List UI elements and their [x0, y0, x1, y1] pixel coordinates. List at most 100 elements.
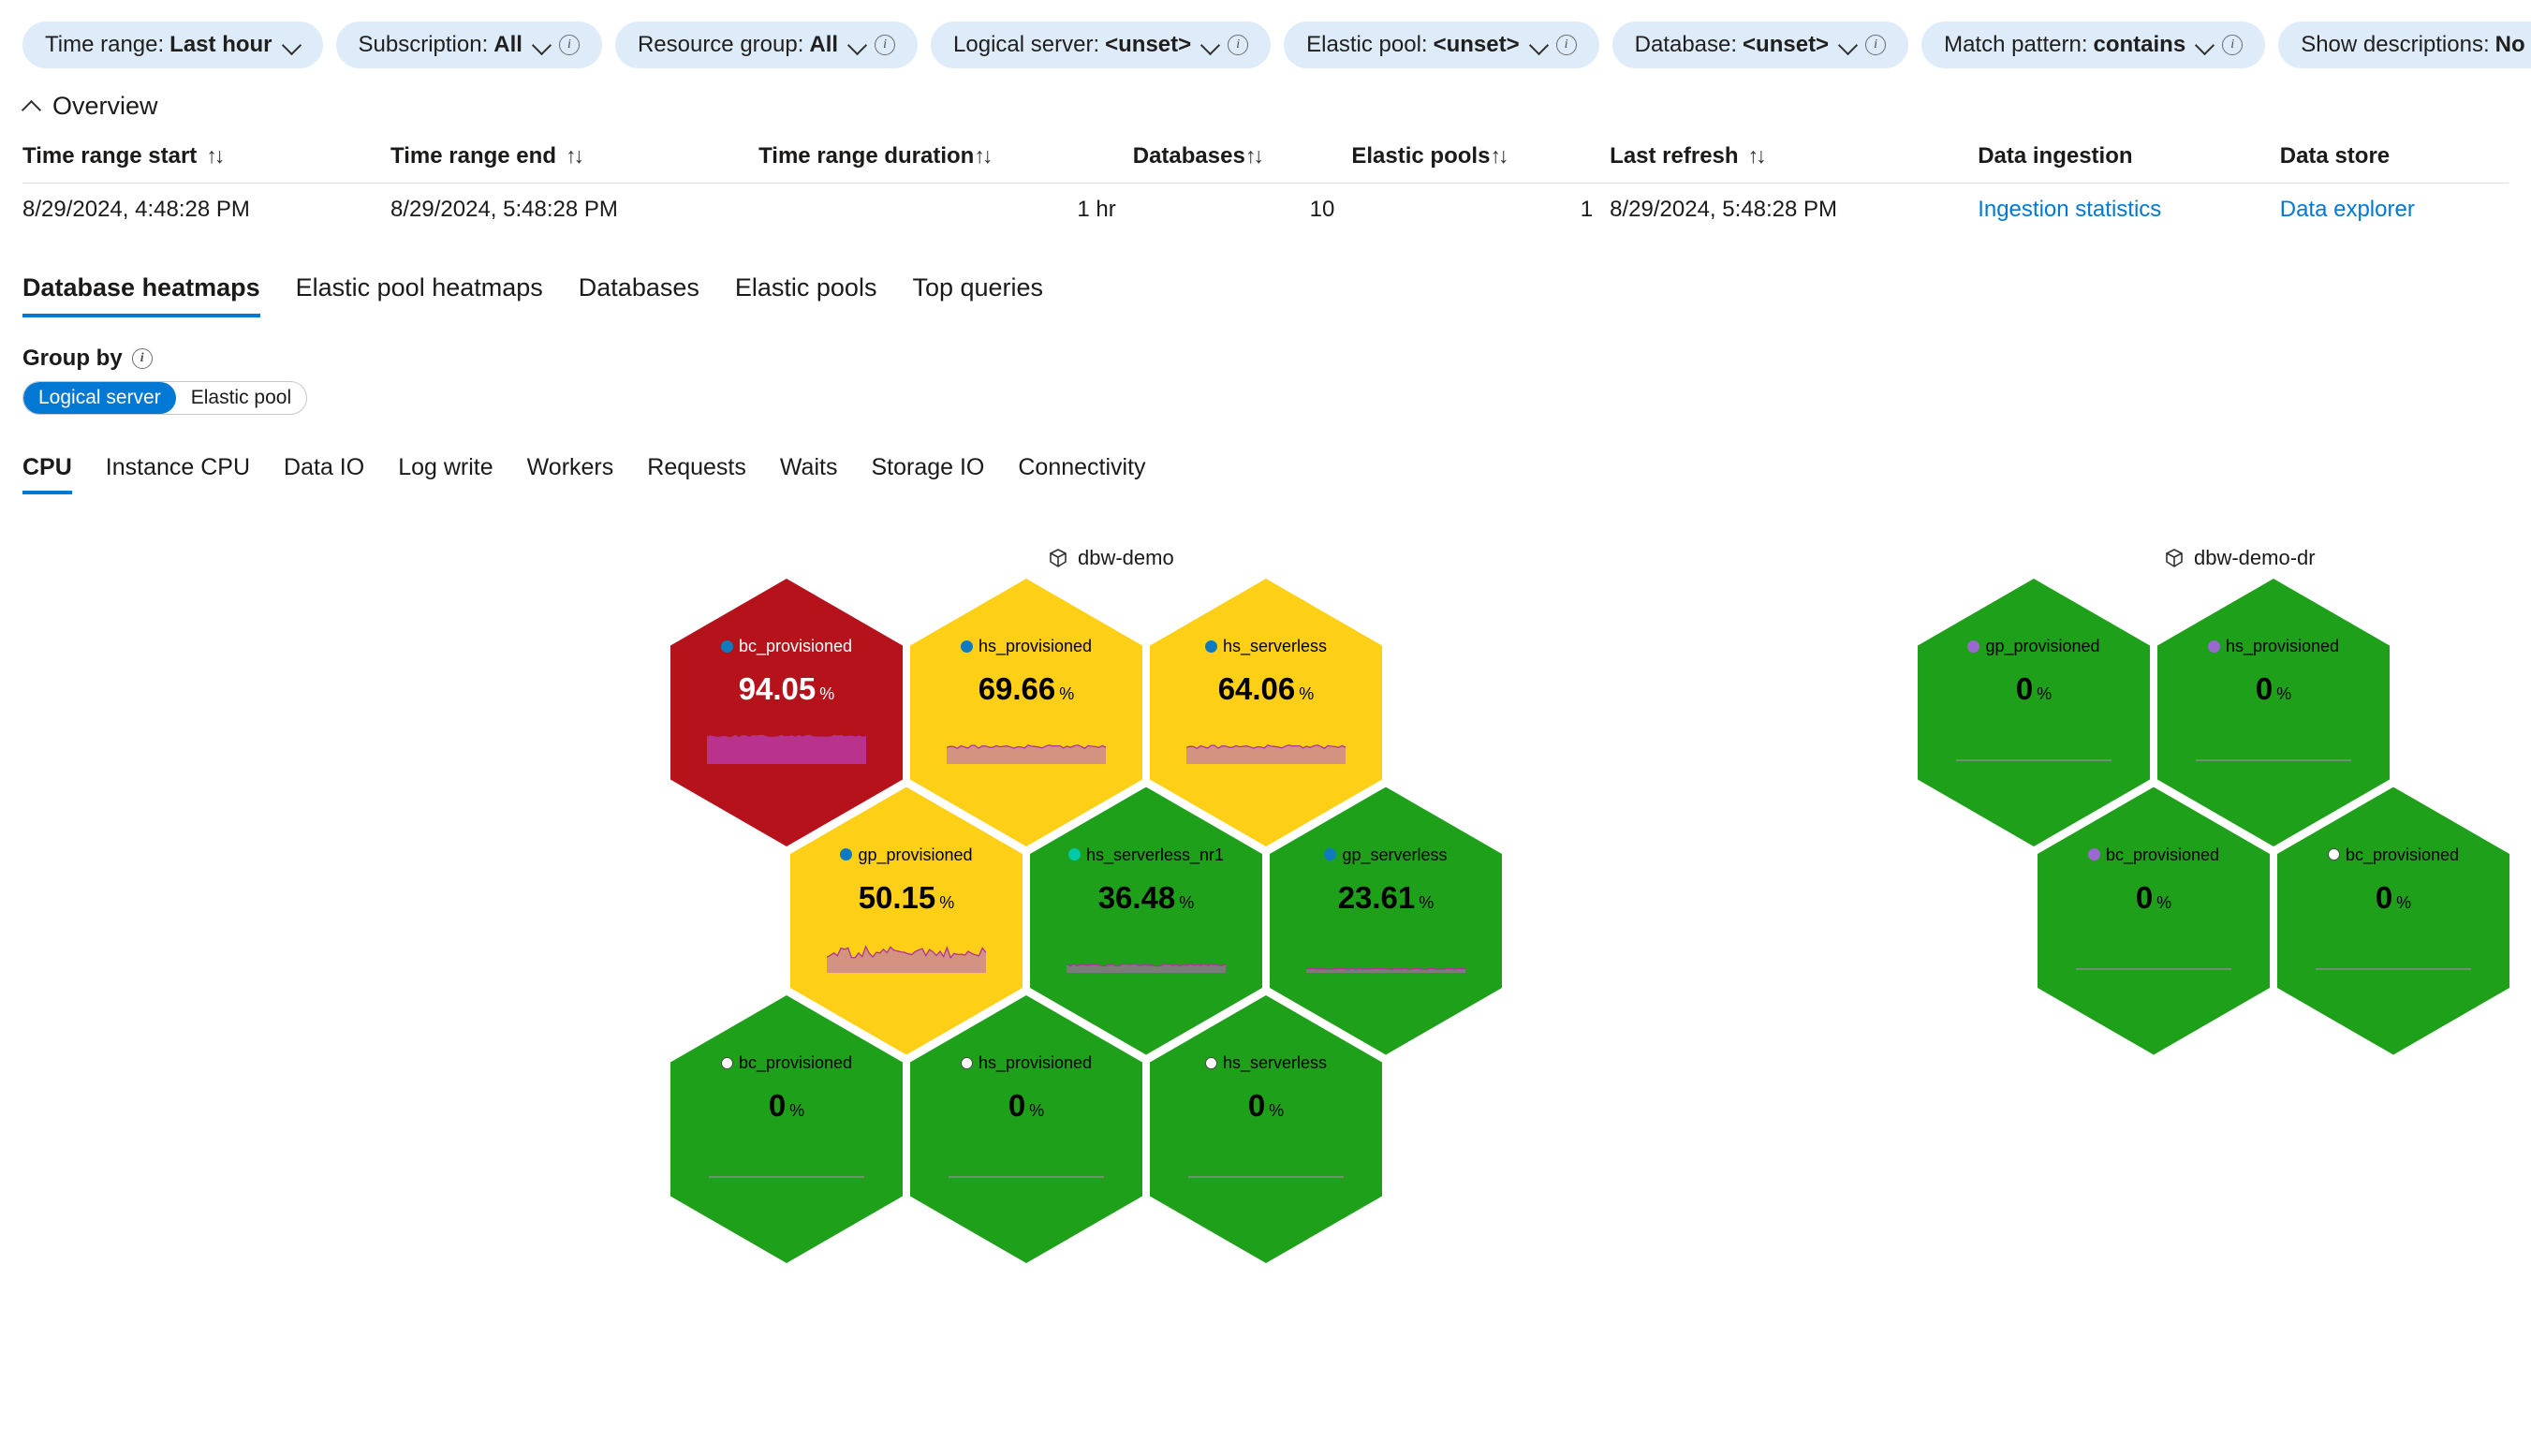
tab-top-queries[interactable]: Top queries	[912, 273, 1044, 301]
column-header-time-range-end[interactable]: Time range end ↑↓	[390, 138, 758, 184]
column-header-elastic-pools[interactable]: Elastic pools↑↓	[1351, 138, 1610, 184]
hexagon-shape[interactable]	[1150, 579, 1382, 846]
group-by-label-row: Group by i	[22, 346, 153, 372]
info-icon[interactable]: i	[558, 35, 580, 55]
group-by-option-elastic-pool[interactable]: Elastic pool	[190, 387, 292, 408]
filter-value: All	[809, 32, 839, 57]
info-icon[interactable]: i	[1555, 35, 1577, 55]
column-header-time-range-duration[interactable]: Time range duration↑↓	[758, 138, 1133, 184]
overview-header-row: Time range start ↑↓ Time range end ↑↓ Time r…	[22, 138, 2509, 184]
hexagon-shape[interactable]	[1918, 579, 2150, 846]
filter-label: Database:	[1634, 32, 1738, 57]
filter-pill-database[interactable]: Database: <unset> i	[1611, 22, 1909, 68]
metric-tab-cpu[interactable]: CPU	[22, 454, 72, 494]
filter-value: <unset>	[1105, 32, 1192, 57]
info-icon[interactable]: i	[1865, 35, 1887, 55]
metric-tab-connectivity[interactable]: Connectivity	[1018, 454, 1146, 480]
group-by-option-logical-server[interactable]: Logical server	[23, 382, 176, 414]
column-header-time-range-start[interactable]: Time range start ↑↓	[22, 138, 390, 184]
filter-label: Subscription:	[358, 32, 489, 57]
column-header-data-ingestion: Data ingestion	[1978, 138, 2280, 184]
group-by-label: Group by	[22, 346, 123, 371]
hexagon-shape[interactable]	[910, 579, 1142, 846]
sort-arrows-icon[interactable]: ↑↓	[1244, 143, 1264, 168]
filter-label: Resource group:	[637, 32, 804, 57]
metric-tab-requests[interactable]: Requests	[647, 454, 746, 480]
info-icon[interactable]: i	[2222, 35, 2244, 55]
filter-value: contains	[2093, 32, 2186, 57]
sort-arrows-icon[interactable]: ↑↓	[206, 143, 225, 168]
chevron-down-icon[interactable]	[2197, 37, 2214, 53]
metric-tab-waits[interactable]: Waits	[779, 454, 838, 480]
metric-tab-data-io[interactable]: Data IO	[284, 454, 365, 480]
chevron-down-icon[interactable]	[1202, 37, 1219, 53]
cell-time-range-start: 8/29/2024, 4:48:28 PM	[22, 197, 250, 222]
filter-pill-match-pattern[interactable]: Match pattern: contains i	[1921, 22, 2266, 68]
filter-value: Last hour	[169, 32, 272, 57]
metric-tab-list: CPU Instance CPU Data IO Log write Workers Re…	[0, 415, 2531, 494]
heatmap-cell[interactable]: bc_provisioned 94.05%	[670, 579, 903, 846]
overview-section-toggle[interactable]: Overview	[0, 75, 181, 121]
column-header-label: Time range end	[390, 143, 556, 169]
heatmap-cell[interactable]: bc_provisioned 0%	[2038, 787, 2270, 1055]
filter-value: <unset>	[1433, 32, 1520, 57]
cell-data-store[interactable]: Data explorer	[2279, 197, 2415, 222]
tab-elastic-pools[interactable]: Elastic pools	[734, 273, 877, 301]
column-header-databases[interactable]: Databases↑↓	[1133, 138, 1352, 184]
group-by-segmented-control: Logical server Elastic pool	[22, 381, 308, 415]
filter-pill-subscription[interactable]: Subscription: All i	[335, 22, 602, 68]
metric-tab-instance-cpu[interactable]: Instance CPU	[105, 454, 251, 480]
cell-data-ingestion[interactable]: Ingestion statistics	[1978, 197, 2162, 222]
main-tab-list: Database heatmaps Elastic pool heatmaps Da…	[0, 236, 2531, 317]
cluster-name: dbw-demo-dr	[2194, 546, 2316, 569]
info-icon[interactable]: i	[1228, 35, 1249, 55]
chevron-down-icon[interactable]	[1840, 37, 1857, 53]
filter-pill-resource-group[interactable]: Resource group: All i	[614, 22, 919, 68]
filter-label: Match pattern:	[1944, 32, 2088, 57]
chevron-down-icon[interactable]	[849, 37, 866, 53]
filter-pill-elastic-pool[interactable]: Elastic pool: <unset> i	[1284, 22, 1599, 68]
cluster-title-dbw-demo: dbw-demo	[1047, 546, 1174, 570]
tab-databases[interactable]: Databases	[578, 273, 699, 301]
sort-arrows-icon[interactable]: ↑↓	[974, 143, 993, 168]
metric-tab-workers[interactable]: Workers	[526, 454, 614, 480]
cell-time-range-duration: 1 hr	[1077, 197, 1116, 222]
filter-value: <unset>	[1743, 32, 1830, 57]
info-icon[interactable]: i	[131, 348, 153, 369]
info-icon[interactable]: i	[875, 35, 896, 55]
heatmap-cell[interactable]: hs_serverless 64.06%	[1150, 579, 1382, 846]
filter-label: Show descriptions:	[2301, 32, 2490, 57]
chevron-down-icon[interactable]	[1531, 37, 1548, 53]
chevron-down-icon[interactable]	[534, 37, 551, 53]
tab-database-heatmaps[interactable]: Database heatmaps	[22, 273, 260, 317]
column-header-label: Last refresh	[1610, 143, 1739, 169]
column-header-label: Data ingestion	[1978, 143, 2133, 169]
metric-tab-storage-io[interactable]: Storage IO	[871, 454, 985, 480]
cell-time-range-end: 8/29/2024, 5:48:28 PM	[390, 197, 618, 222]
filter-value: No	[2494, 32, 2525, 57]
filter-label: Logical server:	[953, 32, 1100, 57]
sort-arrows-icon[interactable]: ↑↓	[1490, 143, 1508, 168]
sort-arrows-icon[interactable]: ↑↓	[565, 143, 584, 168]
column-header-last-refresh[interactable]: Last refresh ↑↓	[1610, 138, 1978, 184]
tab-elastic-pool-heatmaps[interactable]: Elastic pool heatmaps	[295, 273, 543, 301]
overview-table: Time range start ↑↓ Time range end ↑↓ Time r…	[22, 138, 2509, 236]
heatmap-cell[interactable]: gp_provisioned 0%	[1918, 579, 2150, 846]
column-header-label: Time range duration	[758, 143, 975, 169]
filter-label: Elastic pool:	[1306, 32, 1428, 57]
hexagon-shape[interactable]	[670, 579, 903, 846]
cell-elastic-pools: 1	[1580, 197, 1594, 222]
table-row[interactable]: 8/29/2024, 4:48:28 PM 8/29/2024, 5:48:28 …	[22, 183, 2509, 237]
filter-pill-show-descriptions[interactable]: Show descriptions:Noi	[2278, 22, 2531, 68]
column-header-label: Time range start	[22, 143, 198, 169]
heatmap-cell[interactable]: hs_provisioned 69.66%	[910, 579, 1142, 846]
filter-pill-logical-server[interactable]: Logical server: <unset> i	[931, 22, 1272, 68]
hexagon-shape[interactable]	[2157, 579, 2390, 846]
heatmap-cell[interactable]: hs_provisioned 0%	[910, 995, 1142, 1263]
metric-tab-log-write[interactable]: Log write	[398, 454, 493, 480]
chevron-down-icon[interactable]	[284, 37, 301, 53]
sort-arrows-icon[interactable]: ↑↓	[1747, 143, 1767, 168]
filter-pill-time-range[interactable]: Time range: Last hour	[22, 22, 323, 68]
heatmap-cell[interactable]: hs_provisioned 0%	[2157, 579, 2390, 846]
column-header-data-store: Data store	[2280, 138, 2509, 184]
